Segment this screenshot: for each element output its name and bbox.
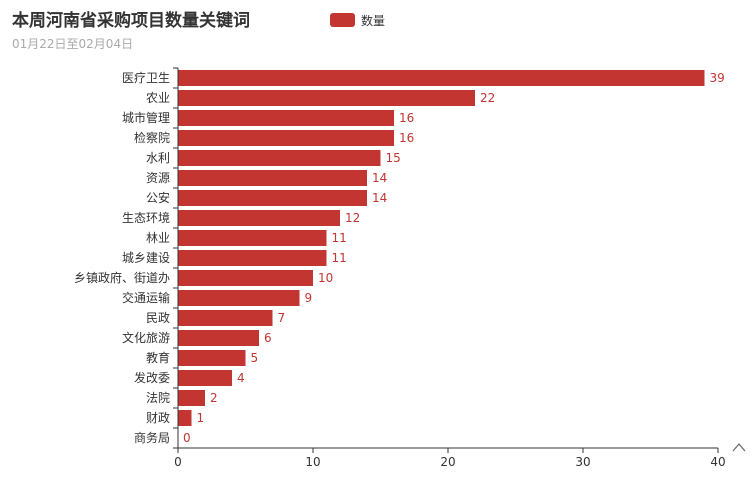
value-label: 16 [399, 111, 414, 125]
bar-3 [178, 130, 394, 146]
value-label: 5 [251, 351, 259, 365]
bar-11 [178, 290, 300, 306]
x-tick-label: 30 [575, 455, 590, 469]
category-label: 城乡建设 [122, 251, 170, 265]
value-label: 1 [197, 411, 205, 425]
category-label: 公安 [146, 190, 170, 205]
bar-8 [178, 230, 327, 246]
bar-14 [178, 350, 246, 366]
x-tick-label: 40 [710, 455, 725, 469]
chart-title: 本周河南省采购项目数量关键词 [12, 10, 250, 31]
bar-7 [178, 210, 340, 226]
bar-4 [178, 150, 381, 166]
legend[interactable]: 数量 [330, 13, 385, 28]
value-label: 10 [318, 271, 333, 285]
value-label: 39 [710, 71, 725, 85]
category-label: 民政 [146, 311, 170, 325]
bar-9 [178, 250, 327, 266]
category-label: 城市管理 [122, 110, 170, 125]
value-label: 14 [372, 191, 387, 205]
category-label: 发改委 [134, 370, 170, 385]
toolbox[interactable] [732, 443, 746, 452]
category-label: 农业 [146, 91, 170, 105]
category-label: 生态环境 [122, 210, 170, 225]
value-label: 4 [237, 371, 245, 385]
bar-0 [178, 70, 705, 86]
category-label: 医疗卫生 [122, 71, 170, 85]
x-tick-label: 0 [174, 455, 182, 469]
value-label: 15 [386, 151, 401, 165]
category-label: 文化旅游 [122, 330, 170, 345]
bar-12 [178, 310, 273, 326]
bar-15 [178, 370, 232, 386]
value-label: 6 [264, 331, 272, 345]
category-label: 水利 [146, 151, 170, 165]
value-label: 12 [345, 211, 360, 225]
value-label: 11 [332, 231, 347, 245]
value-label: 14 [372, 171, 387, 185]
value-label: 2 [210, 391, 218, 405]
category-label: 检察院 [134, 130, 170, 145]
category-label: 财政 [146, 411, 170, 425]
bar-16 [178, 390, 205, 406]
bar-2 [178, 110, 394, 126]
category-label: 法院 [146, 391, 170, 405]
category-label: 交通运输 [122, 290, 170, 305]
value-label: 11 [332, 251, 347, 265]
value-label: 22 [480, 91, 495, 105]
category-label: 乡镇政府、街道办 [74, 270, 170, 285]
chart-subtitle: 01月22日至02月04日 [12, 37, 133, 51]
value-label: 0 [183, 431, 191, 445]
bar-6 [178, 190, 367, 206]
value-label: 9 [305, 291, 313, 305]
caret-up-icon[interactable] [732, 443, 746, 452]
category-label: 资源 [146, 171, 170, 185]
bar-17 [178, 410, 192, 426]
bar-10 [178, 270, 313, 286]
x-tick-label: 10 [305, 455, 320, 469]
bar-5 [178, 170, 367, 186]
bar-13 [178, 330, 259, 346]
value-label: 16 [399, 131, 414, 145]
category-label: 教育 [146, 350, 170, 365]
value-label: 7 [278, 311, 286, 325]
category-label: 林业 [146, 231, 170, 245]
legend-swatch[interactable] [330, 13, 355, 27]
legend-label[interactable]: 数量 [361, 13, 385, 28]
category-label: 商务局 [134, 430, 170, 445]
bar-1 [178, 90, 475, 106]
x-tick-label: 20 [440, 455, 455, 469]
